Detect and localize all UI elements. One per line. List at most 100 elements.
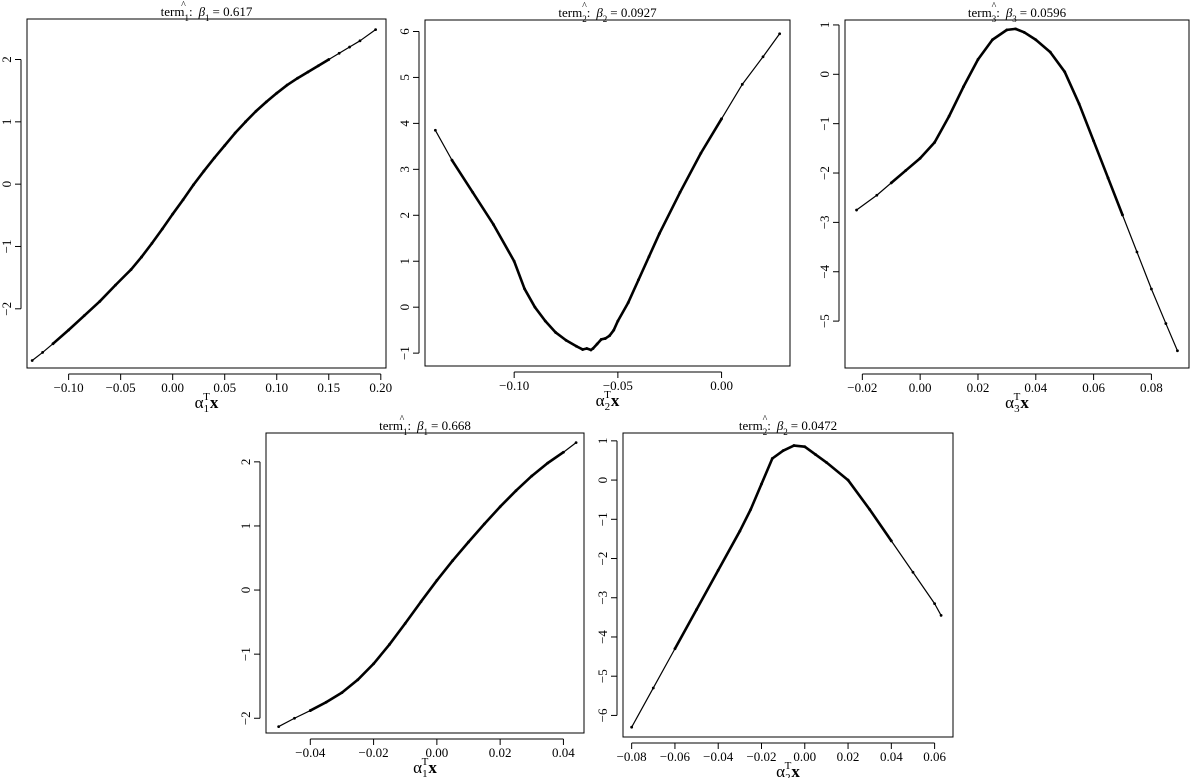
- curve-segment: [348, 40, 361, 48]
- data-point: [554, 331, 558, 334]
- curve-segment: [889, 169, 908, 185]
- curve-segment: [612, 319, 620, 332]
- data-point: [324, 700, 328, 704]
- y-tick-label: −2: [595, 552, 610, 566]
- curve-segment: [904, 156, 922, 172]
- data-point: [585, 347, 589, 350]
- curve-segment: [814, 453, 828, 464]
- data-point: [1092, 139, 1096, 143]
- y-tick-label: 1: [0, 119, 14, 126]
- data-point: [778, 32, 782, 36]
- curve-segment: [523, 287, 537, 309]
- data-point: [868, 508, 872, 511]
- curve-segment: [738, 508, 752, 533]
- curve-segment: [803, 445, 817, 456]
- x-tick-label: 0.06: [1082, 380, 1105, 395]
- y-tick-label: 1: [238, 523, 253, 530]
- x-tick-label: 0.02: [967, 380, 990, 395]
- x-tick-label: −0.10: [54, 380, 84, 395]
- data-point: [855, 208, 858, 212]
- panel-title: term2: β2 = 0.0927: [558, 5, 657, 24]
- x-axis-label: α3Tx: [1005, 391, 1029, 415]
- data-point: [543, 319, 547, 323]
- curve-segment: [564, 338, 578, 348]
- plot-frame: [265, 432, 585, 734]
- x-tick-label: −0.02: [746, 749, 776, 764]
- y-tick-label: 0: [817, 71, 832, 78]
- curve-segment: [543, 319, 557, 334]
- data-point: [51, 342, 55, 346]
- y-tick-label: −4: [595, 630, 610, 644]
- curve-segment: [720, 83, 743, 120]
- curve-segment: [673, 608, 698, 651]
- y-tick-label: 3: [397, 166, 412, 173]
- x-tick-label: 0.00: [710, 378, 733, 393]
- curve-segment: [1165, 322, 1179, 352]
- x-tick-label: 0.00: [793, 749, 816, 764]
- y-tick-label: −1: [0, 240, 14, 254]
- curve-segment: [1121, 214, 1138, 253]
- x-tick-label: 0.05: [213, 380, 236, 395]
- curve-segment: [202, 156, 216, 173]
- data-point: [233, 131, 237, 135]
- y-tick-label: 2: [238, 459, 253, 466]
- beta-hat-mark: ^: [400, 414, 405, 425]
- x-axis-label: α1Tx: [413, 756, 437, 778]
- curve-segment: [98, 283, 117, 303]
- data-point: [962, 85, 965, 89]
- y-tick-label: 1: [397, 258, 412, 265]
- data-point: [388, 643, 391, 646]
- curve-segment: [171, 198, 185, 216]
- curve-segment: [278, 717, 296, 728]
- curve-segment: [1136, 251, 1153, 290]
- y-tick-label: 6: [397, 28, 412, 35]
- data-point: [403, 621, 407, 625]
- curve-segment: [1034, 38, 1052, 54]
- curve-segment: [82, 300, 102, 317]
- data-point: [976, 58, 980, 61]
- data-point: [451, 559, 455, 562]
- data-point: [223, 144, 227, 147]
- x-axis-label: α1Tx: [195, 391, 219, 415]
- data-point: [98, 299, 102, 303]
- data-point: [275, 91, 279, 95]
- data-point: [546, 461, 550, 465]
- curve-segment: [1005, 27, 1017, 32]
- curve-segment: [265, 91, 279, 104]
- data-point: [740, 82, 744, 86]
- curve-segment: [372, 643, 391, 666]
- data-point: [875, 193, 879, 197]
- data-point: [947, 114, 951, 118]
- data-point: [492, 223, 495, 226]
- curve-segment: [471, 191, 495, 226]
- curve-segment: [233, 120, 247, 135]
- data-point: [581, 348, 585, 351]
- data-point: [316, 64, 320, 68]
- curve-segment: [114, 268, 133, 287]
- curve-segment: [918, 141, 936, 160]
- curve-segment: [42, 343, 54, 354]
- data-point: [254, 109, 258, 113]
- x-tick-label: −0.04: [295, 745, 326, 760]
- data-point: [738, 529, 742, 533]
- curve-segment: [716, 529, 742, 572]
- curve-segment: [626, 278, 640, 304]
- data-point: [991, 38, 994, 42]
- data-point: [720, 117, 723, 121]
- curve-segment: [388, 622, 407, 646]
- panel-title: term1: β1 = 0.617: [161, 4, 253, 23]
- data-point: [308, 709, 312, 712]
- data-point: [933, 141, 937, 144]
- data-point: [514, 489, 518, 493]
- data-point: [327, 58, 331, 61]
- data-point: [595, 342, 599, 346]
- data-point: [904, 169, 908, 172]
- curve-segment: [1092, 139, 1110, 180]
- curve-segment: [695, 568, 720, 611]
- curve-segment: [340, 678, 360, 694]
- y-tick-label: −6: [595, 708, 610, 722]
- beta-hat-mark: ^: [992, 1, 997, 12]
- plot-frame: [844, 19, 1190, 369]
- data-point: [1164, 322, 1168, 325]
- curve-segment: [254, 100, 268, 113]
